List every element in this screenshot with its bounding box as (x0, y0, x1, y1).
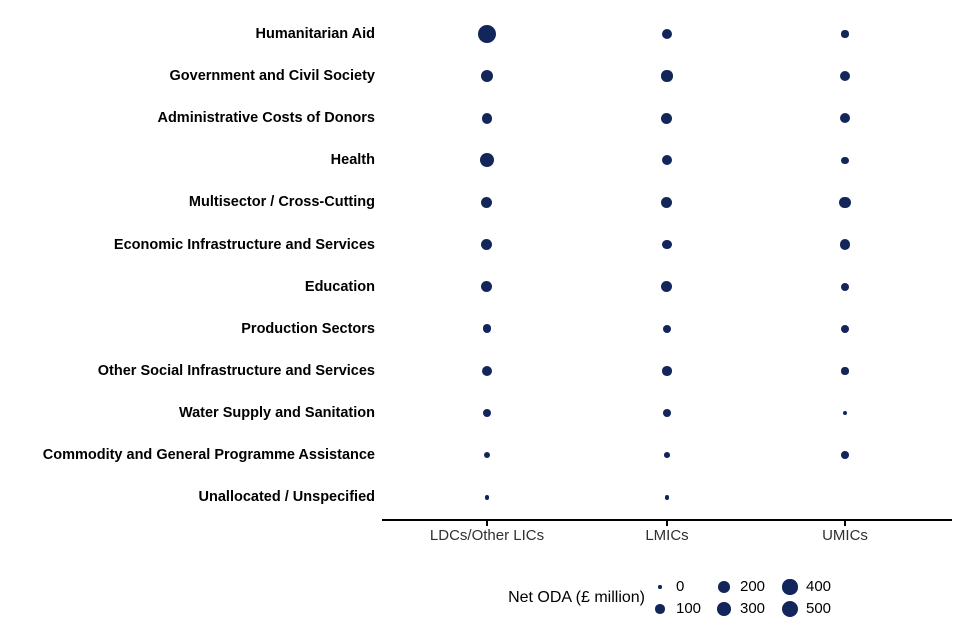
data-dot (661, 196, 673, 208)
legend-dot (718, 581, 730, 593)
category-label: Multisector / Cross-Cutting (188, 194, 375, 211)
data-dot (839, 71, 850, 82)
category-label: Government and Civil Society (169, 68, 375, 85)
data-dot (661, 70, 673, 82)
data-dot (663, 409, 671, 417)
data-dot (481, 196, 493, 208)
legend-value-label: 500 (806, 600, 832, 617)
data-dot (841, 30, 849, 38)
data-dot (479, 153, 494, 168)
data-dot (664, 494, 670, 500)
data-dot (841, 451, 849, 460)
category-label: Unallocated / Unspecified (198, 489, 375, 506)
data-dot (482, 324, 492, 334)
data-dot (477, 24, 497, 44)
data-dot (483, 451, 491, 459)
category-label: Production Sectors (241, 320, 375, 337)
legend-value-label: 400 (806, 578, 832, 595)
legend-value-label: 0 (676, 578, 685, 595)
category-label: Water Supply and Sanitation (178, 405, 375, 422)
data-dot (839, 196, 851, 209)
data-dot (840, 282, 850, 291)
legend-dot (781, 600, 799, 618)
category-label: Economic Infrastructure and Services (113, 236, 375, 253)
data-dot (842, 410, 848, 416)
data-dot (841, 367, 849, 375)
category-label: Commodity and General Programme Assistan… (42, 447, 375, 464)
data-dot (661, 155, 672, 166)
legend-dot (655, 604, 665, 614)
data-dot (839, 113, 851, 124)
category-label: Education (304, 278, 375, 295)
data-dot (481, 112, 493, 124)
data-dot (481, 365, 492, 376)
data-dot (662, 239, 672, 250)
data-dot (841, 156, 849, 164)
data-dot (661, 112, 673, 124)
data-dot (481, 70, 493, 83)
axis-tick (844, 521, 846, 526)
data-dot (661, 281, 673, 293)
legend-title: Net ODA (£ million) (508, 589, 645, 606)
data-dot (482, 408, 492, 418)
data-dot (664, 452, 670, 458)
legend-value-label: 300 (740, 600, 766, 617)
data-dot (484, 494, 490, 500)
x-axis-label: UMICs (822, 527, 868, 544)
legend-value-label: 200 (740, 578, 766, 595)
data-dot (662, 324, 672, 334)
axis-tick (666, 521, 668, 526)
data-dot (840, 324, 850, 334)
data-dot (481, 281, 493, 293)
axis-tick (486, 521, 488, 526)
data-dot (481, 239, 493, 251)
data-dot (662, 366, 672, 376)
category-label: Other Social Infrastructure and Services (97, 362, 375, 379)
x-axis-label: LDCs/Other LICs (429, 527, 545, 544)
category-label: Health (330, 152, 375, 169)
legend-dot (717, 602, 731, 616)
legend-dot (658, 585, 662, 589)
x-axis-line (382, 519, 952, 521)
data-dot (661, 28, 673, 40)
x-axis-label: LMICs (645, 527, 689, 544)
legend-value-label: 100 (676, 600, 702, 617)
data-dot (839, 239, 851, 250)
legend-dot (782, 579, 798, 595)
category-label: Administrative Costs of Donors (157, 110, 375, 127)
category-label: Humanitarian Aid (255, 26, 375, 42)
